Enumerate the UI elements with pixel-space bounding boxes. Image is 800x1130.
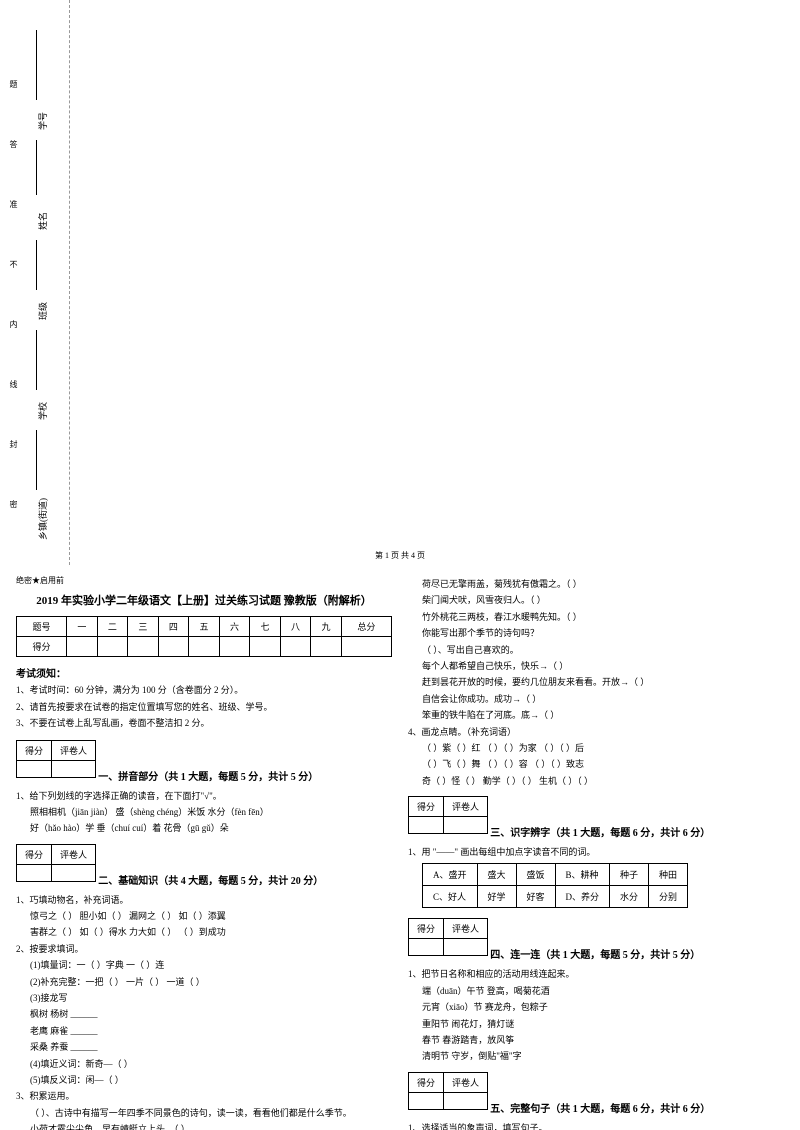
section-3-title: 三、识字辨字（共 1 大题，每题 6 分，共计 6 分） bbox=[490, 824, 710, 839]
binding-column: 乡镇(街道) 学校 班级 姓名 学号 密 封 线 内 不 准 答 题 bbox=[0, 0, 70, 565]
field-name: 姓名 bbox=[36, 212, 49, 230]
page-footer: 第 1 页 共 4 页 bbox=[375, 550, 425, 561]
left-column: 绝密★启用前 2019 年实验小学二年级语文【上册】过关练习试题 豫教版（附解析… bbox=[8, 575, 400, 1130]
scorebox-2: 得分评卷人 bbox=[16, 844, 96, 882]
field-township: 乡镇(街道) bbox=[36, 498, 49, 540]
scorebox-5: 得分评卷人 bbox=[408, 1072, 488, 1110]
notice-2: 2、请首先按要求在试卷的指定位置填写您的姓名、班级、学号。 bbox=[16, 701, 392, 715]
score-table: 题号 一 二 三 四 五 六 七 八 九 总分 得分 bbox=[16, 616, 392, 657]
section-4-title: 四、连一连（共 1 大题，每题 5 分，共计 5 分） bbox=[490, 946, 700, 961]
main-content: 绝密★启用前 2019 年实验小学二年级语文【上册】过关练习试题 豫教版（附解析… bbox=[0, 565, 800, 1130]
notice-1: 1、考试时间：60 分钟，满分为 100 分（含卷面分 2 分）。 bbox=[16, 684, 392, 698]
char-table: A、盛开 盛大 盛饭 B、耕种 种子 种田 C、好人 好学 好客 D、养分 水分… bbox=[422, 863, 688, 908]
section-1-title: 一、拼音部分（共 1 大题，每题 5 分，共计 5 分） bbox=[98, 768, 318, 783]
q1-stem: 1、给下列划线的字选择正确的读音，在下面打"√"。 bbox=[16, 789, 392, 803]
field-school: 学校 bbox=[36, 402, 49, 420]
notice-title: 考试须知： bbox=[16, 665, 392, 680]
scorebox-4: 得分评卷人 bbox=[408, 918, 488, 956]
section-2-title: 二、基础知识（共 4 大题，每题 5 分，共计 20 分） bbox=[98, 872, 323, 887]
section-5-title: 五、完整句子（共 1 大题，每题 6 分，共计 6 分） bbox=[490, 1100, 710, 1115]
scorebox-1: 得分评卷人 bbox=[16, 740, 96, 778]
right-column: 荷尽已无擎雨盖，菊残犹有傲霜之。（ ） 柴门闻犬吠，风雪夜归人。（ ） 竹外桃花… bbox=[400, 575, 792, 1130]
exam-title: 2019 年实验小学二年级语文【上册】过关练习试题 豫教版（附解析） bbox=[16, 592, 392, 608]
field-id: 学号 bbox=[36, 112, 49, 130]
field-class: 班级 bbox=[36, 302, 49, 320]
scorebox-3: 得分评卷人 bbox=[408, 796, 488, 834]
secret-label: 绝密★启用前 bbox=[16, 575, 392, 586]
notice-3: 3、不要在试卷上乱写乱画，卷面不整洁扣 2 分。 bbox=[16, 717, 392, 731]
